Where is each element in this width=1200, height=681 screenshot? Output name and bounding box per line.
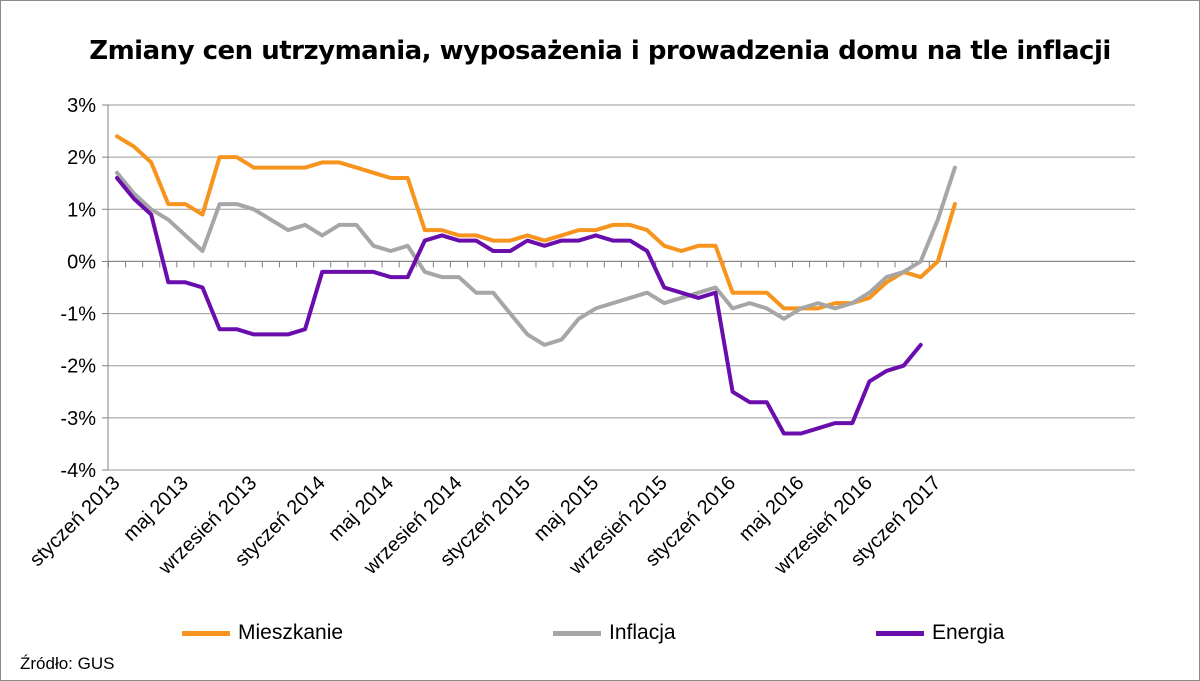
legend-swatch-energia [876,630,924,636]
legend-item-energia: Energia [876,621,1004,645]
source-note: Źródło: GUS [20,654,115,673]
y-tick-labels: 3% 2% 1% 0% -1% -2% -3% -4% [60,95,96,482]
series-lines [115,134,957,436]
y-tick-label: -3% [60,408,96,430]
legend-swatch-inflacja [553,630,601,636]
x-tick-label: styczeń 2013 [26,472,125,571]
series-line-mieszkanie [115,134,957,311]
legend-swatch-mieszkanie [182,630,230,636]
gridlines [108,104,1135,471]
series-line-energia [115,176,923,436]
y-tick-label: 2% [67,147,96,169]
y-tick-label: -4% [60,460,96,482]
legend: Mieszkanie Inflacja Energia [0,621,1200,653]
chart-title: Zmiany cen utrzymania, wyposażenia i pro… [89,36,1111,66]
y-tick-label: 0% [67,251,96,273]
legend-item-mieszkanie: Mieszkanie [182,621,343,645]
legend-label-inflacja: Inflacja [609,621,676,644]
y-tick-label: 1% [67,199,96,221]
series-line-inflacja [115,165,957,347]
legend-label-energia: Energia [932,621,1005,644]
y-tick-label: -1% [60,304,96,326]
legend-item-inflacja: Inflacja [553,621,676,645]
y-tick-label: -2% [60,356,96,378]
axes [102,104,1135,471]
y-tick-label: 3% [67,95,96,117]
legend-label-mieszkanie: Mieszkanie [238,621,344,644]
